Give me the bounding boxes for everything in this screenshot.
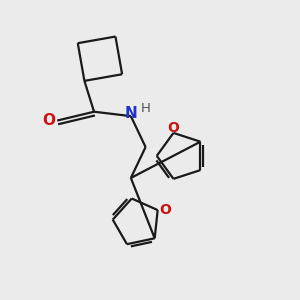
Text: N: N: [124, 106, 137, 121]
Text: O: O: [167, 121, 179, 135]
Text: O: O: [43, 113, 56, 128]
Text: H: H: [141, 102, 151, 115]
Text: O: O: [159, 203, 171, 217]
